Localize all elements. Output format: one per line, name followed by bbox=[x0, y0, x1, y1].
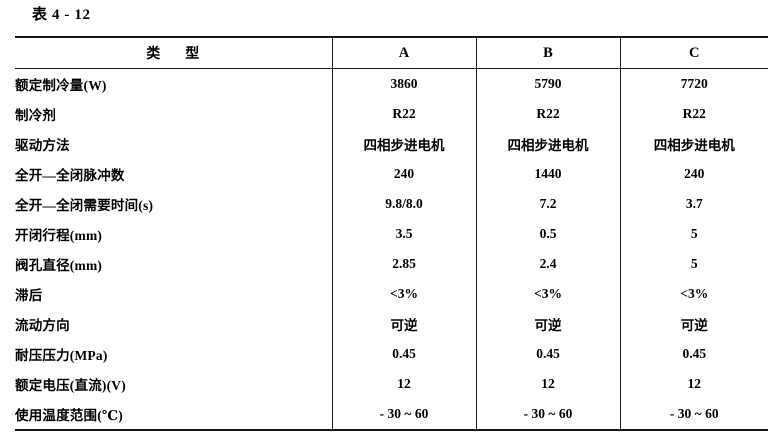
cell-c: 3.7 bbox=[619, 189, 768, 219]
cell-a: 12 bbox=[331, 369, 476, 399]
cell-b: 12 bbox=[475, 369, 620, 399]
cell-b: 四相步进电机 bbox=[475, 129, 620, 159]
row-label: 滞后 bbox=[15, 288, 43, 303]
cell-a: 0.45 bbox=[331, 339, 476, 369]
table-row: 额定制冷量(W) 3860 5790 7720 bbox=[15, 68, 768, 99]
table-row: 驱动方法 四相步进电机 四相步进电机 四相步进电机 bbox=[15, 129, 768, 159]
cell-c: 5 bbox=[619, 249, 768, 279]
header-type-char-1: 类 bbox=[146, 47, 162, 62]
specification-table: 类型 A B C 额定制冷量(W) 3860 5790 7720 制冷剂 R22… bbox=[15, 36, 768, 431]
row-label: 流动方向 bbox=[15, 318, 70, 333]
header-row: 类型 A B C bbox=[15, 36, 768, 69]
row-label: 使用温度范围(℃) bbox=[15, 399, 332, 431]
cell-b: - 30 ~ 60 bbox=[475, 399, 620, 431]
table-row: 使用温度范围(℃) - 30 ~ 60 - 30 ~ 60 - 30 ~ 60 bbox=[15, 399, 768, 431]
row-label: 制冷剂 bbox=[15, 108, 57, 123]
row-label: 开闭行程(mm) bbox=[15, 228, 103, 243]
cell-a: 3.5 bbox=[331, 219, 476, 249]
cell-c: 0.45 bbox=[619, 339, 768, 369]
table-row: 阀孔直径(mm) 2.85 2.4 5 bbox=[15, 249, 768, 279]
cell-a: 四相步进电机 bbox=[331, 129, 476, 159]
table-row: 额定电压(直流)(V) 12 12 12 bbox=[15, 369, 768, 399]
header-cell-c: C bbox=[619, 36, 768, 69]
cell-a: 3860 bbox=[331, 68, 476, 99]
table-row: 滞后 <3% <3% <3% bbox=[15, 279, 768, 309]
cell-b: R22 bbox=[475, 99, 620, 129]
table-body: 额定制冷量(W) 3860 5790 7720 制冷剂 R22 R22 R22 … bbox=[15, 68, 768, 431]
cell-a: <3% bbox=[331, 279, 476, 309]
row-label: 全开—全闭脉冲数 bbox=[15, 168, 125, 183]
cell-c: 5 bbox=[619, 219, 768, 249]
table-row: 制冷剂 R22 R22 R22 bbox=[15, 99, 768, 129]
cell-b: 1440 bbox=[475, 159, 620, 189]
cell-b: 7.2 bbox=[475, 189, 620, 219]
cell-a: 9.8/8.0 bbox=[331, 189, 476, 219]
header-cell-type: 类型 bbox=[15, 36, 332, 69]
cell-c: 12 bbox=[619, 369, 768, 399]
row-label: 额定电压(直流)(V) bbox=[15, 378, 126, 393]
cell-a: 可逆 bbox=[331, 309, 476, 339]
cell-c: 可逆 bbox=[619, 309, 768, 339]
cell-b: 5790 bbox=[475, 68, 620, 99]
cell-a: R22 bbox=[331, 99, 476, 129]
table-caption: 表 4 - 12 bbox=[32, 7, 91, 23]
cell-a: 240 bbox=[331, 159, 476, 189]
cell-c: 四相步进电机 bbox=[619, 129, 768, 159]
table-row: 全开—全闭需要时间(s) 9.8/8.0 7.2 3.7 bbox=[15, 189, 768, 219]
cell-a: 2.85 bbox=[331, 249, 476, 279]
cell-c: <3% bbox=[619, 279, 768, 309]
row-label: 耐压压力(MPa) bbox=[15, 348, 108, 363]
cell-c: - 30 ~ 60 bbox=[619, 399, 768, 431]
table-row: 耐压压力(MPa) 0.45 0.45 0.45 bbox=[15, 339, 768, 369]
table-header: 类型 A B C bbox=[15, 36, 768, 69]
cell-b: 可逆 bbox=[475, 309, 620, 339]
header-type-char-2: 型 bbox=[185, 47, 201, 62]
row-label: 驱动方法 bbox=[15, 138, 70, 153]
row-label: 全开—全闭需要时间(s) bbox=[15, 198, 154, 213]
cell-c: R22 bbox=[619, 99, 768, 129]
row-label: 额定制冷量(W) bbox=[15, 78, 107, 93]
cell-b: 2.4 bbox=[475, 249, 620, 279]
header-cell-b: B bbox=[475, 36, 620, 69]
specification-table-container: 类型 A B C 额定制冷量(W) 3860 5790 7720 制冷剂 R22… bbox=[15, 36, 768, 431]
header-cell-a: A bbox=[331, 36, 476, 69]
cell-b: 0.45 bbox=[475, 339, 620, 369]
cell-b: 0.5 bbox=[475, 219, 620, 249]
table-row: 流动方向 可逆 可逆 可逆 bbox=[15, 309, 768, 339]
table-row: 全开—全闭脉冲数 240 1440 240 bbox=[15, 159, 768, 189]
cell-c: 7720 bbox=[619, 68, 768, 99]
cell-b: <3% bbox=[475, 279, 620, 309]
cell-a: - 30 ~ 60 bbox=[331, 399, 476, 431]
table-row: 开闭行程(mm) 3.5 0.5 5 bbox=[15, 219, 768, 249]
row-label: 阀孔直径(mm) bbox=[15, 258, 103, 273]
cell-c: 240 bbox=[619, 159, 768, 189]
